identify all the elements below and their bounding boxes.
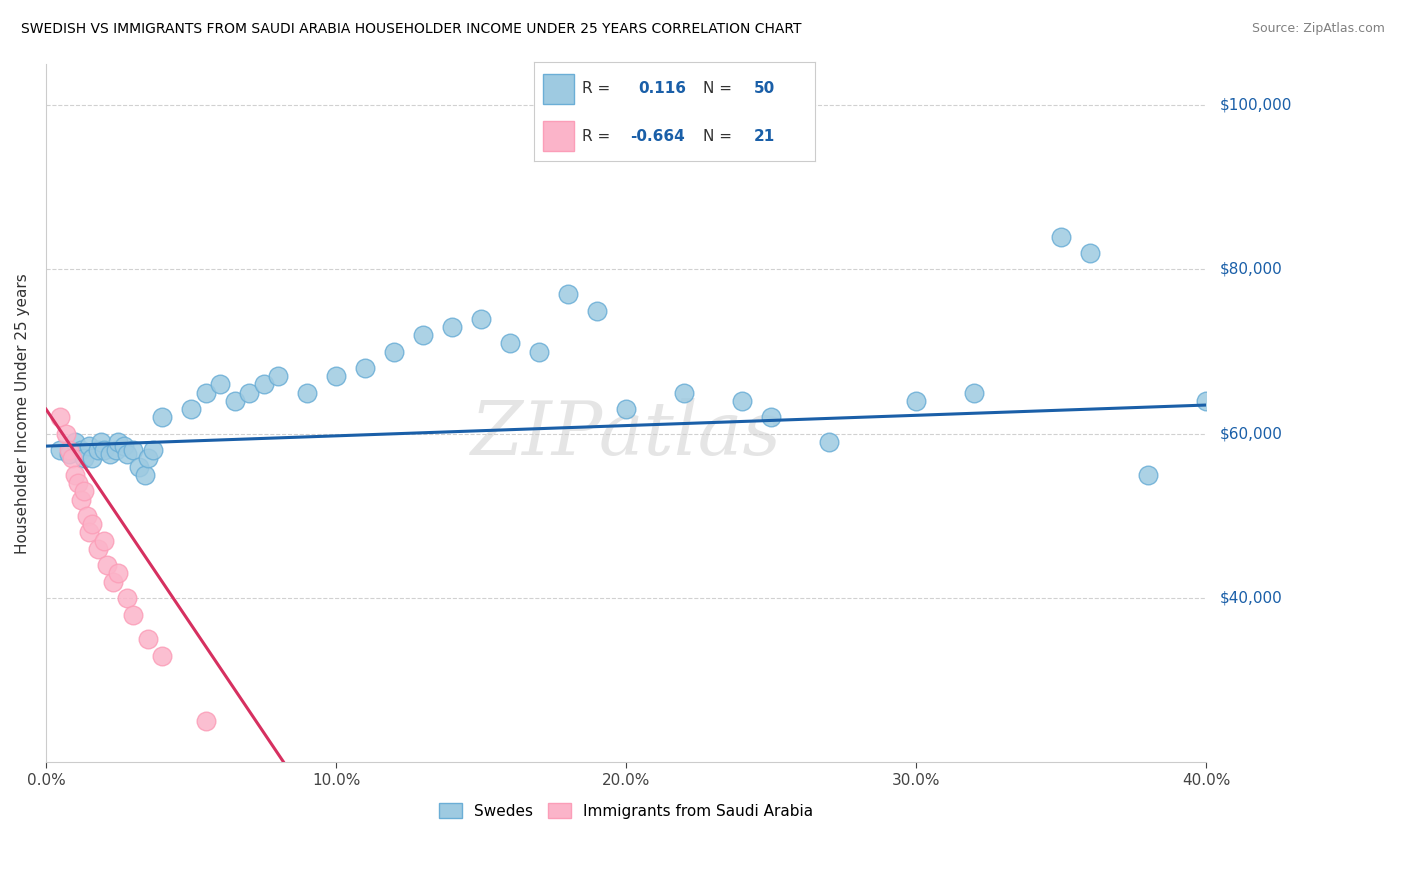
Text: -0.664: -0.664 bbox=[630, 128, 685, 144]
Point bbox=[93, 533, 115, 548]
Point bbox=[963, 385, 986, 400]
Point bbox=[58, 447, 80, 461]
Point bbox=[527, 344, 550, 359]
Text: SWEDISH VS IMMIGRANTS FROM SAUDI ARABIA HOUSEHOLDER INCOME UNDER 25 YEARS CORREL: SWEDISH VS IMMIGRANTS FROM SAUDI ARABIA … bbox=[21, 22, 801, 37]
Point bbox=[557, 287, 579, 301]
Point bbox=[101, 574, 124, 589]
Point bbox=[112, 439, 135, 453]
Point bbox=[104, 443, 127, 458]
Y-axis label: Householder Income Under 25 years: Householder Income Under 25 years bbox=[15, 273, 30, 554]
Point bbox=[87, 443, 110, 458]
Point bbox=[115, 447, 138, 461]
Point bbox=[1137, 467, 1160, 482]
Point bbox=[115, 591, 138, 606]
Point bbox=[142, 443, 165, 458]
Point bbox=[73, 451, 96, 466]
Point bbox=[136, 632, 159, 647]
Point bbox=[49, 410, 72, 425]
Point bbox=[79, 439, 101, 453]
Point bbox=[382, 344, 405, 359]
FancyBboxPatch shape bbox=[543, 74, 574, 103]
Point bbox=[134, 467, 156, 482]
Point bbox=[295, 385, 318, 400]
Text: N =: N = bbox=[703, 81, 733, 96]
Point bbox=[107, 435, 129, 450]
Point bbox=[1050, 229, 1073, 244]
Point bbox=[66, 476, 89, 491]
Text: $60,000: $60,000 bbox=[1220, 426, 1284, 442]
Point bbox=[63, 435, 86, 450]
Point bbox=[905, 393, 928, 408]
Text: R =: R = bbox=[582, 128, 610, 144]
Text: ZIPatlas: ZIPatlas bbox=[471, 398, 782, 470]
Point bbox=[69, 492, 91, 507]
Point bbox=[238, 385, 260, 400]
Point bbox=[499, 336, 522, 351]
Point bbox=[586, 303, 609, 318]
Text: N =: N = bbox=[703, 128, 733, 144]
Point bbox=[122, 607, 145, 622]
Text: $40,000: $40,000 bbox=[1220, 591, 1282, 606]
Point bbox=[731, 393, 754, 408]
Point bbox=[76, 508, 98, 523]
Point bbox=[107, 566, 129, 581]
Text: 0.116: 0.116 bbox=[638, 81, 686, 96]
Text: R =: R = bbox=[582, 81, 610, 96]
Point bbox=[224, 393, 246, 408]
Point bbox=[1078, 246, 1101, 260]
Point bbox=[79, 525, 101, 540]
Point bbox=[818, 435, 841, 450]
Point bbox=[673, 385, 696, 400]
Point bbox=[136, 451, 159, 466]
Point bbox=[252, 377, 274, 392]
Point bbox=[194, 714, 217, 729]
Point bbox=[73, 484, 96, 499]
Legend: Swedes, Immigrants from Saudi Arabia: Swedes, Immigrants from Saudi Arabia bbox=[433, 797, 820, 824]
Point bbox=[98, 447, 121, 461]
Point bbox=[122, 443, 145, 458]
Point bbox=[55, 426, 77, 441]
Point bbox=[63, 467, 86, 482]
Point bbox=[93, 443, 115, 458]
Point bbox=[87, 541, 110, 556]
Point bbox=[470, 311, 492, 326]
Point bbox=[150, 410, 173, 425]
Text: Source: ZipAtlas.com: Source: ZipAtlas.com bbox=[1251, 22, 1385, 36]
Point bbox=[759, 410, 782, 425]
Text: 21: 21 bbox=[754, 128, 775, 144]
Point bbox=[82, 451, 104, 466]
Point bbox=[150, 648, 173, 663]
Point bbox=[267, 369, 290, 384]
Point bbox=[90, 435, 112, 450]
Point bbox=[96, 558, 118, 573]
Point bbox=[412, 328, 434, 343]
Point bbox=[49, 443, 72, 458]
Point bbox=[1195, 393, 1218, 408]
Text: $80,000: $80,000 bbox=[1220, 262, 1282, 277]
Point bbox=[82, 517, 104, 532]
Point bbox=[69, 443, 91, 458]
Text: 50: 50 bbox=[754, 81, 775, 96]
Point bbox=[325, 369, 347, 384]
Point bbox=[614, 402, 637, 417]
Point bbox=[180, 402, 202, 417]
Point bbox=[354, 361, 377, 376]
Point bbox=[208, 377, 231, 392]
Point bbox=[58, 443, 80, 458]
Point bbox=[441, 320, 464, 334]
Point bbox=[128, 459, 150, 474]
Text: $100,000: $100,000 bbox=[1220, 97, 1292, 112]
FancyBboxPatch shape bbox=[543, 121, 574, 151]
Point bbox=[60, 451, 83, 466]
Point bbox=[194, 385, 217, 400]
